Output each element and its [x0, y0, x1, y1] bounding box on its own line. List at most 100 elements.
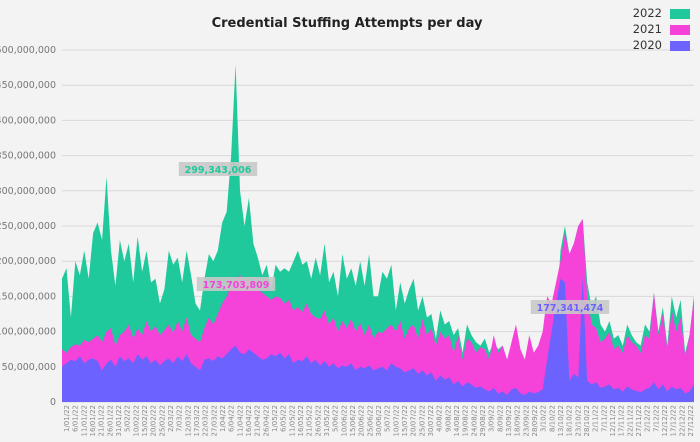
legend-swatch-2020 — [670, 41, 690, 51]
annotation-box — [196, 277, 276, 291]
x-tick-label: 17/11/22 — [618, 405, 626, 436]
x-tick-label: 9/08/22 — [444, 405, 452, 432]
x-tick-label: 22/03/22 — [202, 405, 210, 436]
y-tick-label: 0 — [50, 397, 56, 408]
x-tick-label: 4/08/22 — [436, 405, 444, 432]
x-tick-label: 6/05/22 — [280, 405, 288, 432]
x-tick-label: 30/06/22 — [375, 405, 383, 436]
x-axis-ticks: 1/01/22 6/01/22 11/01/22 16/01/22 21/01/22 26… — [63, 405, 695, 436]
x-tick-label: 17/12/22 — [670, 405, 678, 436]
y-tick-label: 350,000,000 — [0, 151, 56, 162]
x-tick-label: 26/05/22 — [314, 405, 322, 436]
x-tick-label: 28/10/22 — [583, 405, 591, 436]
x-tick-label: 13/09/22 — [505, 405, 513, 436]
y-tick-label: 400,000,000 — [0, 115, 56, 126]
legend: 2022 2021 2020 — [633, 6, 690, 52]
x-tick-label: 30/07/22 — [427, 405, 435, 436]
y-tick-label: 500,000,000 — [0, 45, 56, 56]
x-tick-label: 15/07/22 — [401, 405, 409, 436]
y-tick-label: 150,000,000 — [0, 291, 56, 302]
x-tick-label: 10/02/22 — [132, 405, 140, 436]
x-tick-label: 14/08/22 — [453, 405, 461, 436]
x-tick-label: 1/04/22 — [219, 405, 227, 432]
x-tick-label: 20/06/22 — [358, 405, 366, 436]
x-tick-label: 21/01/22 — [98, 405, 106, 436]
x-tick-label: 3/10/22 — [540, 405, 548, 432]
x-tick-label: 13/10/22 — [557, 405, 565, 436]
y-axis-ticks: 0 50,000,000 100,000,000 150,000,000 200,000… — [0, 45, 56, 408]
y-tick-label: 450,000,000 — [0, 80, 56, 91]
annotations: 299,343,006 173,703,809 177,341,474 — [178, 162, 610, 314]
x-tick-label: 28/09/22 — [531, 405, 539, 436]
x-tick-label: 5/02/22 — [124, 405, 132, 432]
x-tick-label: 31/01/22 — [115, 405, 123, 436]
x-tick-label: 26/04/22 — [262, 405, 270, 436]
x-tick-label: 24/08/22 — [470, 405, 478, 436]
x-tick-label: 16/01/22 — [89, 405, 97, 436]
annotation-box — [530, 300, 610, 314]
x-tick-label: 16/04/22 — [245, 405, 253, 436]
x-tick-label: 20/02/22 — [150, 405, 158, 436]
x-tick-label: 1/01/22 — [63, 405, 71, 432]
y-tick-label: 100,000,000 — [0, 327, 56, 338]
x-tick-label: 12/03/22 — [184, 405, 192, 436]
x-tick-label: 11/04/22 — [236, 405, 244, 436]
x-tick-label: 2/12/22 — [644, 405, 652, 432]
x-tick-label: 27/03/22 — [210, 405, 218, 436]
x-tick-label: 22/11/22 — [626, 405, 634, 436]
x-tick-label: 26/01/22 — [106, 405, 114, 436]
x-tick-label: 15/06/22 — [349, 405, 357, 436]
annotation-label-2021: 173,703,809 — [203, 280, 270, 291]
x-tick-label: 3/09/22 — [488, 405, 496, 432]
series-area-2021 — [62, 218, 694, 402]
x-tick-label: 16/05/22 — [297, 405, 305, 436]
series-area-2020 — [62, 276, 694, 402]
x-tick-label: 7/11/22 — [600, 405, 608, 432]
x-tick-label: 2/03/22 — [167, 405, 175, 432]
x-tick-label: 8/09/22 — [496, 405, 504, 432]
legend-swatch-2021 — [670, 25, 690, 35]
x-tick-label: 7/12/22 — [652, 405, 660, 432]
x-tick-label: 15/02/22 — [141, 405, 149, 436]
area-series — [62, 64, 694, 402]
x-tick-label: 10/06/22 — [340, 405, 348, 436]
x-tick-label: 25/07/22 — [418, 405, 426, 436]
x-tick-label: 18/10/22 — [566, 405, 574, 436]
annotation-label-2020: 177,341,474 — [537, 303, 604, 314]
x-tick-label: 11/01/22 — [80, 405, 88, 436]
x-tick-label: 10/07/22 — [392, 405, 400, 436]
legend-label-2021: 2021 — [633, 22, 662, 36]
x-tick-label: 8/10/22 — [548, 405, 556, 432]
x-tick-label: 19/08/22 — [462, 405, 470, 436]
x-tick-label: 22/12/22 — [678, 405, 686, 436]
x-tick-label: 17/03/22 — [193, 405, 201, 436]
x-tick-label: 12/11/22 — [609, 405, 617, 436]
x-tick-label: 20/07/22 — [410, 405, 418, 436]
annotation-label-2022: 299,343,006 — [185, 165, 252, 176]
y-tick-label: 200,000,000 — [0, 256, 56, 267]
chart-title: Credential Stuffing Attempts per day — [212, 16, 483, 31]
y-tick-label: 300,000,000 — [0, 186, 56, 197]
annotation-box — [178, 162, 258, 176]
x-tick-label: 21/04/22 — [254, 405, 262, 436]
x-tick-label: 23/10/22 — [574, 405, 582, 436]
x-tick-label: 18/09/22 — [514, 405, 522, 436]
x-tick-label: 29/08/22 — [479, 405, 487, 436]
y-tick-label: 50,000,000 — [2, 362, 56, 373]
x-tick-label: 7/03/22 — [176, 405, 184, 432]
x-tick-label: 2/11/22 — [592, 405, 600, 432]
x-tick-label: 27/11/22 — [635, 405, 643, 436]
x-tick-label: 5/07/22 — [384, 405, 392, 432]
x-tick-label: 12/12/22 — [661, 405, 669, 436]
x-tick-label: 5/06/22 — [332, 405, 340, 432]
x-tick-label: 11/05/22 — [288, 405, 296, 436]
legend-swatch-2022 — [670, 9, 690, 19]
legend-label-2022: 2022 — [633, 6, 662, 20]
x-tick-label: 6/04/22 — [228, 405, 236, 432]
y-tick-label: 250,000,000 — [0, 221, 56, 232]
x-tick-label: 1/05/22 — [271, 405, 279, 432]
x-tick-label: 25/02/22 — [158, 405, 166, 436]
x-tick-label: 25/06/22 — [366, 405, 374, 436]
